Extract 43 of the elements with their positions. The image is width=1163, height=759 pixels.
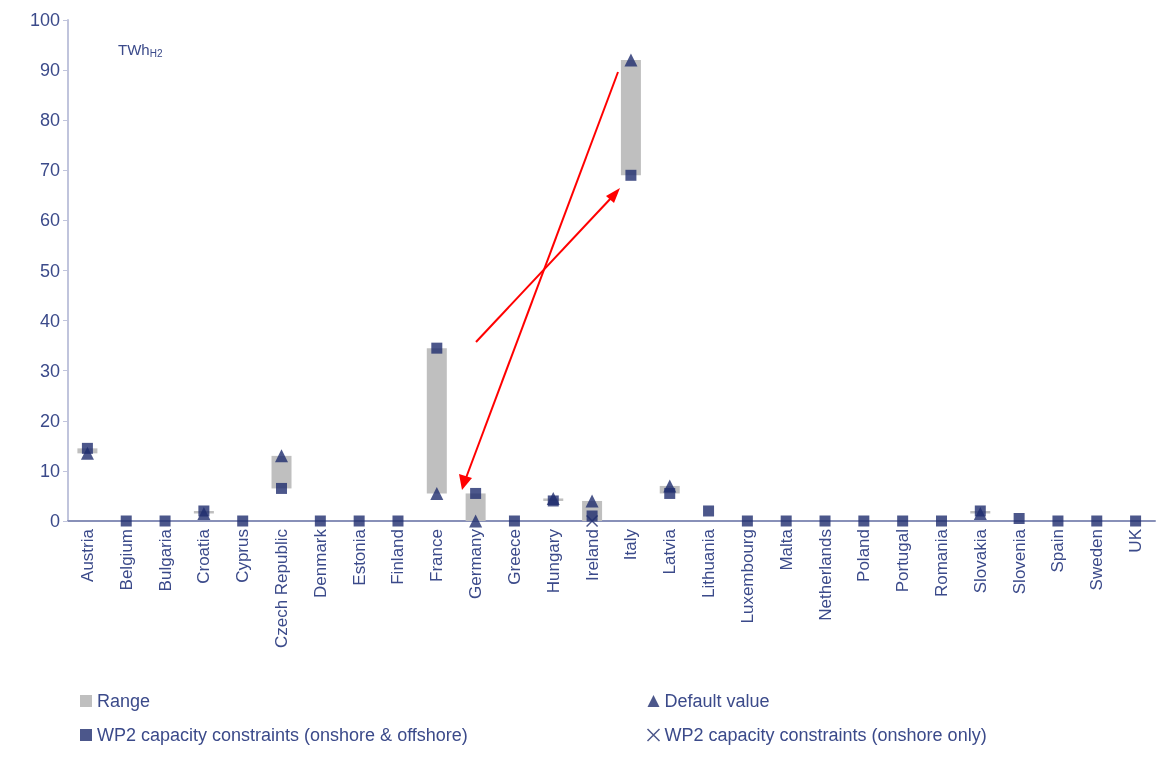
y-tick-label: 50 xyxy=(39,260,60,281)
legend-label: WP2 capacity constraints (onshore & offshore) xyxy=(97,725,468,745)
x-tick-label: Malta xyxy=(776,528,796,571)
y-tick-label: 20 xyxy=(39,410,60,431)
x-tick-label: Austria xyxy=(77,528,97,582)
x-tick-label: Finland xyxy=(388,529,408,585)
x-tick-label: Belgium xyxy=(116,529,136,591)
x-tick-label: Poland xyxy=(854,529,874,582)
y-tick-label: 90 xyxy=(39,60,60,81)
x-tick-label: Sweden xyxy=(1087,529,1107,591)
x-tick-label: Greece xyxy=(504,529,524,585)
x-tick-label: Hungary xyxy=(543,528,563,594)
x-tick-label: Luxembourg xyxy=(737,529,757,624)
x-tick-label: Lithuania xyxy=(699,528,719,599)
y-tick-label: 40 xyxy=(39,310,60,331)
legend-label: Default value xyxy=(664,691,770,711)
x-tick-label: Czech Republic xyxy=(272,528,292,649)
x-tick-label: Slovakia xyxy=(970,528,990,594)
x-tick-label: Bulgaria xyxy=(155,528,175,592)
y-tick-label: 80 xyxy=(39,110,60,131)
x-tick-label: Ireland xyxy=(582,529,602,581)
x-tick-label: Cyprus xyxy=(233,529,253,583)
x-tick-label: UK xyxy=(1126,528,1146,553)
x-tick-label: Romania xyxy=(931,528,951,598)
legend-label: WP2 capacity constraints (onshore only) xyxy=(664,725,987,745)
x-tick-label: Estonia xyxy=(349,528,369,586)
x-tick-label: France xyxy=(427,529,447,582)
y-tick-label: 0 xyxy=(49,511,60,531)
x-tick-label: Latvia xyxy=(660,528,680,575)
x-tick-label: Germany xyxy=(466,528,486,599)
x-tick-label: Portugal xyxy=(893,529,913,593)
x-tick-label: Denmark xyxy=(310,528,330,598)
y-tick-label: 70 xyxy=(39,160,60,181)
x-tick-label: Spain xyxy=(1048,529,1068,573)
x-tick-label: Slovenia xyxy=(1009,528,1029,595)
legend-label: Range xyxy=(97,691,151,711)
x-tick-label: Netherlands xyxy=(815,529,835,621)
x-tick-label: Croatia xyxy=(194,528,214,584)
y-tick-label: 100 xyxy=(29,10,60,30)
x-tick-label: Italy xyxy=(621,528,641,561)
y-tick-label: 10 xyxy=(39,460,60,481)
y-tick-label: 60 xyxy=(39,210,60,231)
y-tick-label: 30 xyxy=(39,360,60,381)
